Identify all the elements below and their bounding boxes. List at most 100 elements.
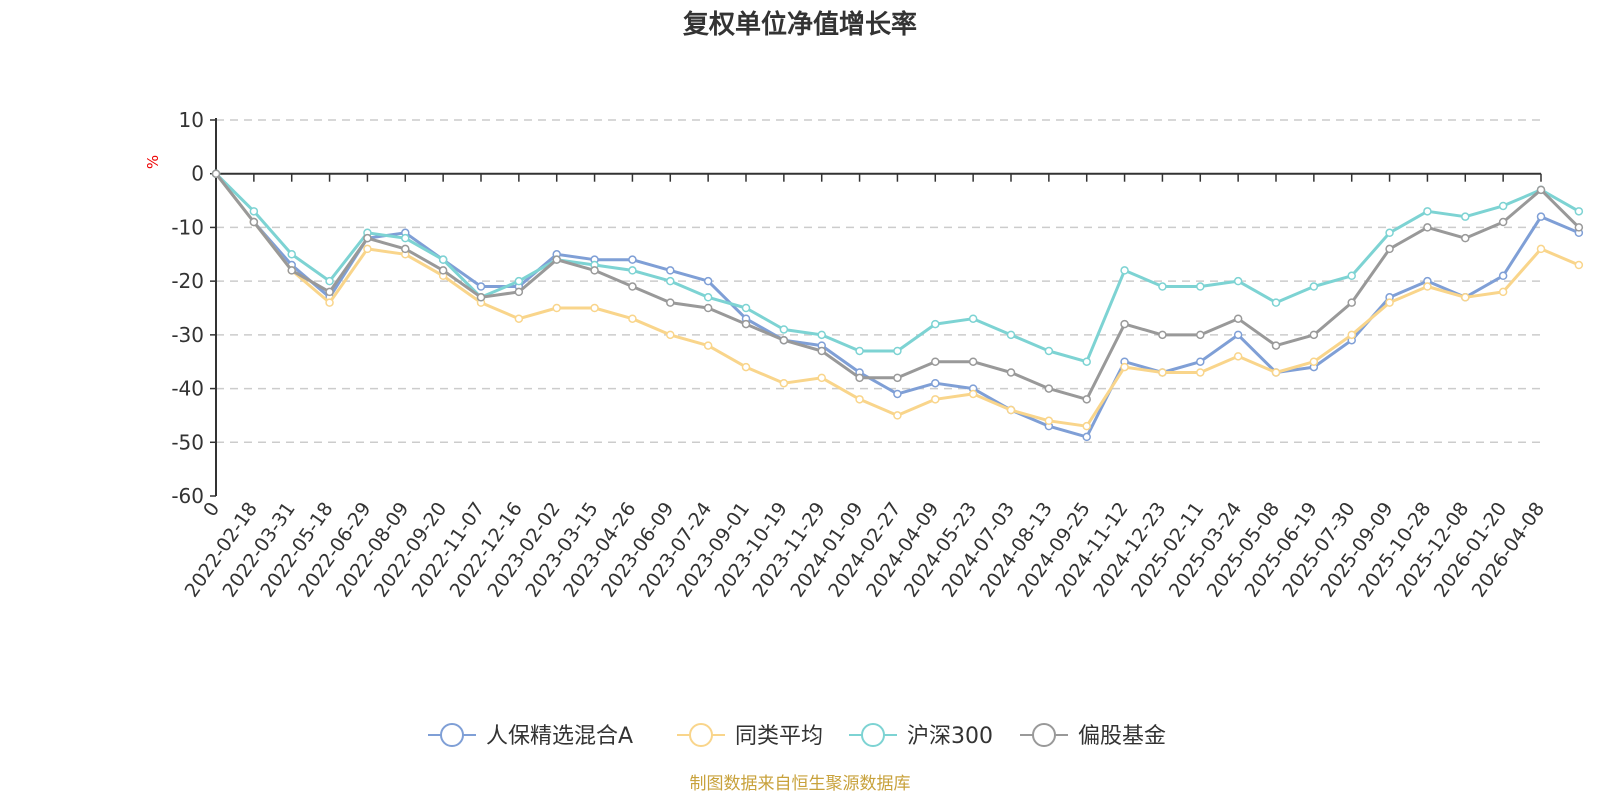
series-point-3 bbox=[628, 282, 637, 291]
series-point-2 bbox=[1461, 212, 1470, 221]
x-axis-ticks: 02022-02-182022-03-312022-05-182022-06-2… bbox=[181, 173, 1549, 601]
chart-title: 复权单位净值增长率 bbox=[683, 9, 917, 40]
series-point-2 bbox=[1498, 201, 1508, 211]
series-point-0 bbox=[666, 266, 675, 275]
series-point-1 bbox=[703, 341, 713, 350]
series-point-3 bbox=[325, 287, 334, 297]
series-point-3 bbox=[552, 255, 561, 264]
series-point-2 bbox=[1385, 228, 1394, 238]
series-point-2 bbox=[741, 303, 751, 313]
series-lines bbox=[211, 169, 1584, 442]
series-point-1 bbox=[1082, 421, 1091, 431]
series-point-1 bbox=[931, 395, 940, 404]
series-point-1 bbox=[1233, 352, 1243, 361]
series-point-3 bbox=[666, 298, 675, 307]
series-point-2 bbox=[1271, 298, 1281, 307]
legend[interactable]: 人保精选混合A 同类平均 沪深300 偏股基金 bbox=[428, 723, 1166, 749]
source-note: 制图数据来自恒生聚源数据库 bbox=[690, 774, 911, 794]
series-point-0 bbox=[1233, 330, 1243, 340]
y-tick-label: -60 bbox=[171, 484, 204, 508]
series-point-2 bbox=[855, 346, 864, 356]
y-tick-label: -50 bbox=[171, 430, 204, 454]
series-point-1 bbox=[1498, 287, 1508, 297]
series-point-2 bbox=[401, 233, 410, 243]
series-point-3 bbox=[514, 287, 524, 297]
series-point-3 bbox=[1385, 244, 1394, 254]
series-point-2 bbox=[438, 255, 448, 264]
series-point-0 bbox=[1082, 432, 1091, 442]
series-point-2 bbox=[514, 276, 524, 286]
series-point-1 bbox=[817, 373, 826, 383]
series-point-1 bbox=[741, 362, 751, 372]
legend-item-3[interactable]: 偏股基金 bbox=[1020, 723, 1166, 749]
series-point-3 bbox=[1233, 314, 1243, 323]
legend-marker bbox=[1032, 723, 1056, 747]
series-point-2 bbox=[779, 325, 789, 334]
series-point-1 bbox=[363, 244, 372, 254]
series-point-2 bbox=[1574, 207, 1584, 216]
series-point-1 bbox=[1196, 368, 1205, 377]
series-point-3 bbox=[363, 233, 372, 243]
series-point-2 bbox=[893, 346, 902, 356]
series-point-2 bbox=[1082, 357, 1091, 366]
series-point-1 bbox=[779, 378, 789, 388]
series-point-3 bbox=[741, 319, 751, 329]
series-point-3 bbox=[249, 217, 259, 227]
series-point-2 bbox=[287, 250, 296, 259]
legend-item-2[interactable]: 沪深300 bbox=[849, 723, 993, 749]
y-tick-label: -40 bbox=[171, 377, 204, 401]
series-point-0 bbox=[628, 255, 637, 264]
series-point-3 bbox=[401, 244, 410, 254]
series-point-2 bbox=[1120, 266, 1129, 275]
legend-label: 沪深300 bbox=[907, 724, 993, 749]
y-tick-label: -20 bbox=[171, 269, 204, 293]
series-point-0 bbox=[1498, 271, 1508, 281]
x-tick-label: 0 bbox=[199, 498, 224, 521]
series-point-3 bbox=[1271, 341, 1281, 350]
series-point-1 bbox=[1385, 298, 1394, 307]
series-point-0 bbox=[893, 389, 902, 399]
series-point-1 bbox=[1536, 244, 1546, 254]
series-point-2 bbox=[1309, 282, 1319, 291]
series-point-2 bbox=[249, 207, 259, 216]
series-point-2 bbox=[931, 319, 940, 329]
series-point-1 bbox=[893, 411, 902, 420]
legend-marker bbox=[440, 723, 464, 747]
series-point-3 bbox=[476, 293, 486, 302]
series-point-3 bbox=[1309, 330, 1319, 340]
series-point-3 bbox=[1006, 368, 1016, 377]
series-point-1 bbox=[1423, 282, 1432, 291]
series-point-2 bbox=[703, 293, 713, 302]
series-point-3 bbox=[590, 266, 599, 275]
series-point-2 bbox=[817, 330, 826, 340]
series-point-1 bbox=[552, 303, 561, 313]
series-point-1 bbox=[628, 314, 637, 323]
series-point-1 bbox=[1347, 330, 1356, 340]
series-point-3 bbox=[893, 373, 902, 383]
series-point-0 bbox=[1536, 212, 1546, 221]
series-line-2 bbox=[214, 172, 1580, 364]
series-point-1 bbox=[1461, 293, 1470, 302]
series-point-1 bbox=[1574, 260, 1584, 270]
series-point-2 bbox=[1196, 282, 1205, 291]
series-point-2 bbox=[628, 266, 637, 275]
series-point-1 bbox=[666, 330, 675, 340]
legend-item-1[interactable]: 同类平均 bbox=[677, 723, 823, 749]
series-point-3 bbox=[817, 346, 826, 356]
y-tick-label: -10 bbox=[171, 215, 204, 239]
series-point-1 bbox=[1158, 368, 1167, 377]
legend-marker bbox=[689, 723, 713, 747]
legend-label: 人保精选混合A bbox=[486, 724, 633, 749]
series-point-3 bbox=[1574, 223, 1584, 232]
series-point-0 bbox=[476, 282, 486, 291]
series-point-2 bbox=[1423, 207, 1432, 216]
series-point-1 bbox=[590, 303, 599, 313]
series-point-3 bbox=[1044, 384, 1054, 393]
legend-label: 同类平均 bbox=[735, 724, 823, 749]
series-point-3 bbox=[1082, 395, 1091, 404]
legend-item-0[interactable]: 人保精选混合A bbox=[428, 723, 633, 749]
series-point-3 bbox=[211, 169, 221, 178]
series-point-3 bbox=[931, 357, 940, 366]
series-point-2 bbox=[968, 314, 978, 323]
